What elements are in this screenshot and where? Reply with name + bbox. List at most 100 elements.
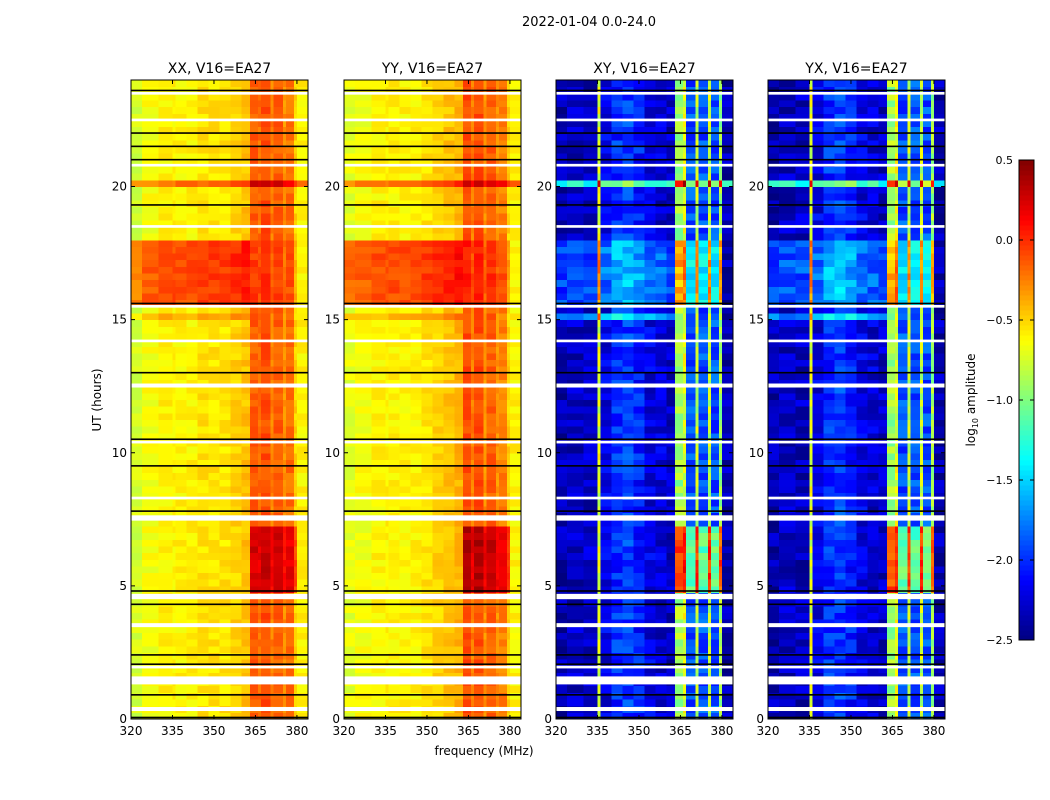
heatmap-cell xyxy=(131,665,143,673)
heatmap-cell xyxy=(273,372,284,381)
heatmap-cell xyxy=(241,539,251,547)
heatmap-cell xyxy=(172,579,176,587)
heatmap-cell xyxy=(355,366,373,374)
heatmap-cell xyxy=(674,632,684,640)
heatmap-cell xyxy=(719,525,723,534)
heatmap-cell xyxy=(674,699,684,707)
heatmap-cell xyxy=(496,319,500,327)
heatmap-cell xyxy=(666,545,676,554)
heatmap-cell xyxy=(186,452,198,460)
heatmap-cell xyxy=(172,472,176,480)
heatmap-cell xyxy=(443,612,456,620)
heatmap-cell xyxy=(197,419,209,427)
heatmap-cell xyxy=(385,392,389,400)
heatmap-cell xyxy=(175,619,187,627)
heatmap-cell xyxy=(483,339,487,347)
heatmap-cell xyxy=(432,625,445,633)
heatmap-cell xyxy=(197,239,209,247)
heatmap-cell xyxy=(197,372,209,381)
heatmap-cell xyxy=(496,619,500,627)
heatmap-cell xyxy=(432,479,445,487)
heatmap-cell xyxy=(622,426,634,434)
heatmap-cell xyxy=(496,379,500,387)
heatmap-cell xyxy=(258,432,262,440)
heatmap-cell xyxy=(186,206,198,214)
heatmap-cell xyxy=(471,506,475,514)
heatmap-cell xyxy=(721,652,734,660)
heatmap-cell xyxy=(285,206,295,214)
heatmap-cell xyxy=(498,612,508,620)
heatmap-cell xyxy=(644,426,657,434)
heatmap-cell xyxy=(567,392,585,400)
heatmap-cell xyxy=(175,193,187,201)
heatmap-cell xyxy=(708,392,712,400)
heatmap-cell xyxy=(443,639,456,647)
heatmap-cell xyxy=(385,386,389,394)
heatmap-cell xyxy=(186,692,198,700)
heatmap-cell xyxy=(296,306,309,314)
heatmap-cell xyxy=(197,452,209,460)
heatmap-cell xyxy=(655,412,668,420)
heatmap-cell xyxy=(158,126,173,134)
heatmap-cell xyxy=(260,459,272,467)
heatmap-cell xyxy=(410,106,422,114)
heatmap-cell xyxy=(597,459,601,467)
heatmap-cell xyxy=(186,612,198,620)
heatmap-cell xyxy=(583,692,598,700)
heatmap-cell xyxy=(698,412,709,420)
heatmap-cell xyxy=(294,332,298,341)
heatmap-cell xyxy=(296,113,309,121)
heatmap-cell xyxy=(208,332,220,341)
heatmap-cell xyxy=(567,639,585,647)
heatmap-cell xyxy=(385,625,389,633)
heatmap-cell xyxy=(172,93,176,101)
heatmap-cell xyxy=(294,399,298,407)
heatmap-cell xyxy=(483,246,487,254)
heatmap-cell xyxy=(285,366,295,374)
heatmap-cell xyxy=(462,312,472,321)
heatmap-cell xyxy=(258,286,262,294)
heatmap-cell xyxy=(283,645,287,653)
heatmap-cell xyxy=(399,665,411,673)
heatmap-cell xyxy=(421,93,433,101)
heatmap-cell xyxy=(644,672,657,680)
heatmap-cell xyxy=(473,585,485,594)
heatmap-cell xyxy=(498,552,508,560)
heatmap-cell xyxy=(294,126,298,134)
heatmap-cell xyxy=(273,99,284,108)
heatmap-cell xyxy=(567,372,585,381)
heatmap-cell xyxy=(294,412,298,420)
heatmap-cell xyxy=(388,452,400,460)
heatmap-cell xyxy=(197,552,209,560)
heatmap-cell xyxy=(509,119,522,128)
heatmap-cell xyxy=(507,126,511,134)
heatmap-cell xyxy=(507,259,511,267)
heatmap-cell xyxy=(410,605,422,613)
heatmap-cell xyxy=(432,426,445,434)
heatmap-cell xyxy=(471,293,475,301)
heatmap-cell xyxy=(633,652,645,660)
heatmap-cell xyxy=(399,545,411,554)
heatmap-cell xyxy=(496,552,500,560)
heatmap-cell xyxy=(421,359,433,367)
heatmap-cell xyxy=(219,452,232,460)
heatmap-cell xyxy=(260,93,272,101)
heatmap-cell xyxy=(471,659,475,667)
heatmap-cell xyxy=(371,352,386,361)
heatmap-cell xyxy=(283,173,287,181)
heatmap-cell xyxy=(285,119,295,128)
heatmap-cell xyxy=(556,492,568,500)
heatmap-cell xyxy=(385,133,389,141)
heatmap-cell xyxy=(583,605,598,613)
heatmap-cell xyxy=(432,579,445,587)
heatmap-cell xyxy=(432,472,445,480)
heatmap-cell xyxy=(258,685,262,693)
heatmap-cell xyxy=(721,486,734,494)
heatmap-cell xyxy=(249,625,259,633)
heatmap-cell xyxy=(683,572,687,580)
heatmap-cell xyxy=(270,366,274,374)
heatmap-cell xyxy=(344,466,356,474)
heatmap-cell xyxy=(486,80,497,88)
heatmap-cell xyxy=(208,452,220,460)
heatmap-cell xyxy=(355,273,373,281)
